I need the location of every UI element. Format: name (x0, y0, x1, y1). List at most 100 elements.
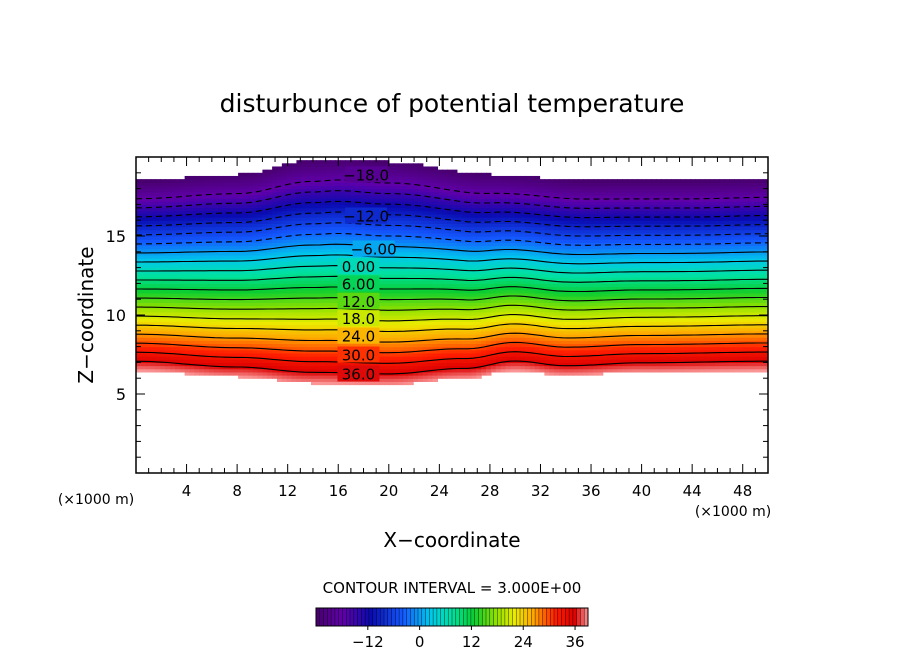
field-cell (262, 264, 268, 269)
field-cell (140, 223, 147, 228)
field-cell (325, 198, 332, 202)
field-cell (238, 308, 244, 313)
field-cell (354, 201, 361, 205)
field-cell (286, 226, 293, 231)
field-cell (374, 381, 380, 386)
field-cell (349, 254, 356, 259)
field-cell (257, 213, 263, 218)
field-cell (471, 283, 477, 288)
field-cell (349, 381, 356, 386)
field-cell (286, 349, 293, 354)
field-cell (223, 236, 229, 240)
field-cell (379, 236, 385, 240)
field-cell (490, 198, 497, 202)
field-cell (228, 277, 234, 281)
field-cell (330, 185, 336, 190)
field-cell (452, 204, 458, 209)
field-cell (461, 273, 468, 278)
field-cell (495, 207, 502, 212)
field-cell (330, 337, 336, 341)
field-cell (466, 236, 473, 240)
field-cell (398, 204, 404, 209)
field-cell (267, 289, 273, 294)
field-cell (325, 365, 332, 370)
field-cell (145, 191, 152, 196)
field-cell (335, 248, 341, 253)
field-cell (286, 346, 293, 351)
field-cell (136, 179, 142, 183)
field-cell (174, 359, 181, 363)
field-cell (184, 311, 191, 316)
field-cell (495, 188, 502, 193)
field-cell (320, 368, 327, 373)
field-cell (150, 359, 157, 363)
field-cell (213, 188, 220, 193)
field-cell (447, 236, 453, 240)
field-cell (398, 327, 404, 332)
field-cell (432, 362, 439, 367)
field-cell (427, 239, 434, 243)
field-cell (228, 333, 234, 338)
field-cell (194, 311, 200, 316)
field-cell (417, 299, 424, 303)
field-cell (189, 182, 195, 187)
field-cell (486, 273, 492, 278)
field-cell (461, 311, 468, 316)
field-cell (247, 242, 254, 247)
field-cell (383, 299, 390, 303)
field-cell (325, 188, 332, 193)
field-cell (417, 368, 424, 373)
field-cell (170, 349, 176, 354)
field-cell (393, 261, 400, 266)
field-cell (247, 179, 254, 183)
field-cell (311, 362, 317, 367)
field-cell (194, 220, 200, 224)
field-cell (242, 182, 249, 187)
field-cell (286, 283, 293, 288)
field-cell (150, 258, 157, 262)
field-cell (150, 239, 157, 243)
field-cell (150, 315, 157, 319)
field-cell (398, 245, 404, 250)
field-cell (481, 213, 487, 218)
field-cell (194, 242, 200, 247)
field-cell (408, 236, 414, 240)
field-cell (359, 362, 366, 367)
field-cell (272, 362, 278, 367)
field-cell (432, 349, 439, 354)
field-cell (184, 210, 191, 215)
field-cell (165, 210, 171, 215)
field-cell (330, 292, 336, 297)
field-cell (257, 365, 263, 370)
field-cell (408, 378, 414, 382)
field-cell (276, 337, 283, 341)
field-cell (165, 365, 171, 370)
field-cell (267, 343, 273, 348)
field-cell (208, 337, 215, 341)
field-cell (315, 337, 322, 341)
field-cell (189, 277, 195, 281)
field-cell (155, 191, 161, 196)
field-cell (476, 343, 482, 348)
field-cell (486, 340, 492, 345)
field-cell (301, 217, 307, 221)
field-cell (262, 283, 268, 288)
field-cell (267, 191, 273, 196)
field-cell (311, 289, 317, 294)
field-cell (272, 283, 278, 288)
field-cell (301, 185, 307, 190)
field-cell (140, 330, 147, 335)
field-cell (136, 277, 142, 281)
field-cell (374, 185, 380, 190)
field-cell (306, 245, 312, 250)
field-cell (325, 371, 332, 376)
field-cell (301, 277, 307, 281)
field-cell (413, 362, 419, 367)
field-cell (447, 245, 453, 250)
field-cell (252, 359, 259, 363)
field-cell (281, 185, 288, 190)
field-cell (481, 185, 487, 190)
field-cell (184, 270, 191, 275)
field-cell (267, 185, 273, 190)
field-cell (383, 292, 390, 297)
